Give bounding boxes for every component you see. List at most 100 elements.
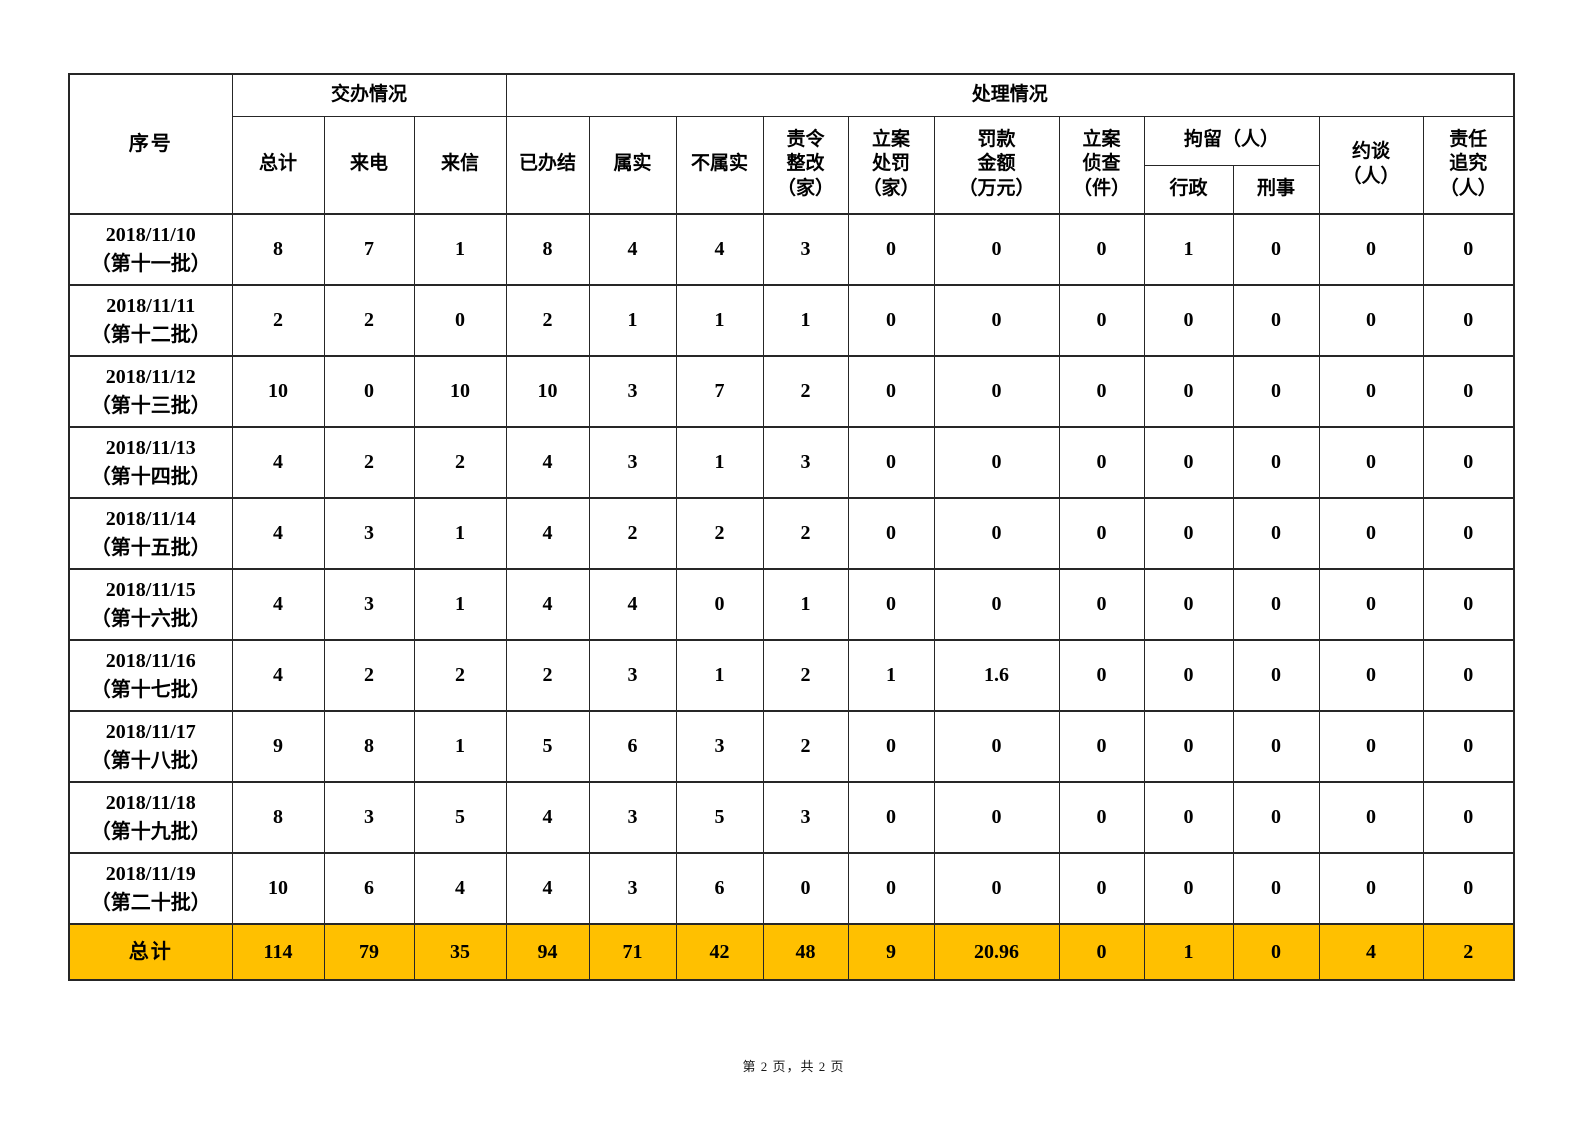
- cell-value: 3: [762, 781, 849, 854]
- cell-value: 8: [323, 710, 415, 783]
- cell-value: 0: [675, 568, 764, 641]
- row-label: 2018/11/13 （第十四批）: [68, 426, 233, 499]
- cell-value: 0: [1143, 781, 1234, 854]
- cell-value: 4: [588, 568, 677, 641]
- cell-value: 4: [505, 852, 590, 925]
- cell-value: 1: [847, 639, 935, 712]
- cell-value: 3: [323, 497, 415, 570]
- cell-value: 0: [933, 852, 1060, 925]
- cell-value: 10: [231, 355, 325, 428]
- table-body: 2018/11/10 （第十一批） 8 7 1 8 4 4 3 0 0 0 1 0 0 0 2018/11/1…: [68, 213, 1515, 981]
- table-row: 2018/11/15 （第十六批） 4 3 1 4 4 0 1 0 0 0 0 0 0 0: [68, 568, 1515, 641]
- cell-value: 0: [1143, 568, 1234, 641]
- cell-value: 0: [847, 497, 935, 570]
- cell-value: 0: [1143, 710, 1234, 783]
- cell-value: 1: [413, 497, 507, 570]
- cell-value: 2: [762, 497, 849, 570]
- table-row: 2018/11/18 （第十九批） 8 3 5 4 3 5 3 0 0 0 0 0 0 0: [68, 781, 1515, 854]
- cell-value: 6: [675, 852, 764, 925]
- cell-value: 0: [1422, 497, 1515, 570]
- cell-value: 0: [1318, 284, 1424, 357]
- cell-value: 4: [505, 568, 590, 641]
- cell-value: 0: [1058, 426, 1145, 499]
- table-row: 2018/11/14 （第十五批） 4 3 1 4 2 2 2 0 0 0 0 0 0 0: [68, 497, 1515, 570]
- cell-value: 0: [1318, 852, 1424, 925]
- cell-value: 0: [1058, 710, 1145, 783]
- cell-value: 3: [762, 426, 849, 499]
- cell-value: 3: [323, 781, 415, 854]
- total-value: 114: [231, 923, 325, 981]
- cell-value: 0: [847, 213, 935, 286]
- cell-value: 0: [1422, 568, 1515, 641]
- cell-value: 0: [1422, 781, 1515, 854]
- cell-value: 1: [675, 426, 764, 499]
- total-value: 0: [1232, 923, 1320, 981]
- cell-value: 2: [762, 639, 849, 712]
- header-col-detain-criminal: 刑事: [1232, 164, 1320, 215]
- cell-value: 1: [413, 213, 507, 286]
- total-value: 1: [1143, 923, 1234, 981]
- cell-value: 0: [1422, 852, 1515, 925]
- total-value: 48: [762, 923, 849, 981]
- total-value: 35: [413, 923, 507, 981]
- cell-value: 0: [933, 497, 1060, 570]
- cell-value: 3: [588, 426, 677, 499]
- cell-value: 1: [675, 639, 764, 712]
- header-group-assign: 交办情况: [231, 73, 507, 117]
- table-row: 2018/11/17 （第十八批） 9 8 1 5 6 3 2 0 0 0 0 0 0 0: [68, 710, 1515, 783]
- cell-value: 0: [933, 213, 1060, 286]
- header-col-true: 属实: [588, 115, 677, 215]
- report-table: 序号 交办情况 处理情况 总计 来电 来信 已办结 属实 不属实 责令 整改 （…: [68, 73, 1516, 981]
- cell-value: 0: [933, 355, 1060, 428]
- total-label: 总计: [68, 923, 233, 981]
- cell-value: 0: [1058, 497, 1145, 570]
- cell-value: 8: [505, 213, 590, 286]
- cell-value: 0: [1143, 497, 1234, 570]
- cell-value: 10: [231, 852, 325, 925]
- cell-value: 0: [413, 284, 507, 357]
- cell-value: 8: [231, 213, 325, 286]
- total-value: 4: [1318, 923, 1424, 981]
- cell-value: 4: [675, 213, 764, 286]
- cell-value: 0: [1422, 213, 1515, 286]
- report-table-container: 序号 交办情况 处理情况 总计 来电 来信 已办结 属实 不属实 责令 整改 （…: [68, 73, 1516, 981]
- row-label: 2018/11/11 （第十二批）: [68, 284, 233, 357]
- cell-value: 0: [1058, 284, 1145, 357]
- cell-value: 6: [323, 852, 415, 925]
- header-col-investigate: 立案 侦查 （件）: [1058, 115, 1145, 215]
- cell-value: 0: [1232, 710, 1320, 783]
- cell-value: 0: [1318, 213, 1424, 286]
- cell-value: 0: [933, 568, 1060, 641]
- cell-value: 3: [588, 355, 677, 428]
- row-label: 2018/11/17 （第十八批）: [68, 710, 233, 783]
- cell-value: 0: [1422, 355, 1515, 428]
- header-col-closed: 已办结: [505, 115, 590, 215]
- cell-value: 2: [323, 284, 415, 357]
- cell-value: 0: [933, 710, 1060, 783]
- cell-value: 2: [762, 710, 849, 783]
- total-value: 20.96: [933, 923, 1060, 981]
- cell-value: 8: [231, 781, 325, 854]
- total-value: 71: [588, 923, 677, 981]
- cell-value: 2: [413, 639, 507, 712]
- table-row: 2018/11/10 （第十一批） 8 7 1 8 4 4 3 0 0 0 1 0 0 0: [68, 213, 1515, 286]
- cell-value: 0: [1232, 284, 1320, 357]
- cell-value: 1: [762, 284, 849, 357]
- cell-value: 3: [675, 710, 764, 783]
- cell-value: 0: [762, 852, 849, 925]
- cell-value: 0: [933, 426, 1060, 499]
- cell-value: 0: [1422, 284, 1515, 357]
- cell-value: 0: [1232, 213, 1320, 286]
- cell-value: 0: [1422, 710, 1515, 783]
- cell-value: 1: [588, 284, 677, 357]
- table-row: 2018/11/12 （第十三批） 10 0 10 10 3 7 2 0 0 0 0 0 0 0: [68, 355, 1515, 428]
- cell-value: 7: [675, 355, 764, 428]
- row-label: 2018/11/19 （第二十批）: [68, 852, 233, 925]
- cell-value: 0: [1143, 852, 1234, 925]
- cell-value: 0: [1232, 355, 1320, 428]
- cell-value: 2: [231, 284, 325, 357]
- cell-value: 2: [413, 426, 507, 499]
- cell-value: 4: [231, 568, 325, 641]
- cell-value: 1.6: [933, 639, 1060, 712]
- cell-value: 4: [413, 852, 507, 925]
